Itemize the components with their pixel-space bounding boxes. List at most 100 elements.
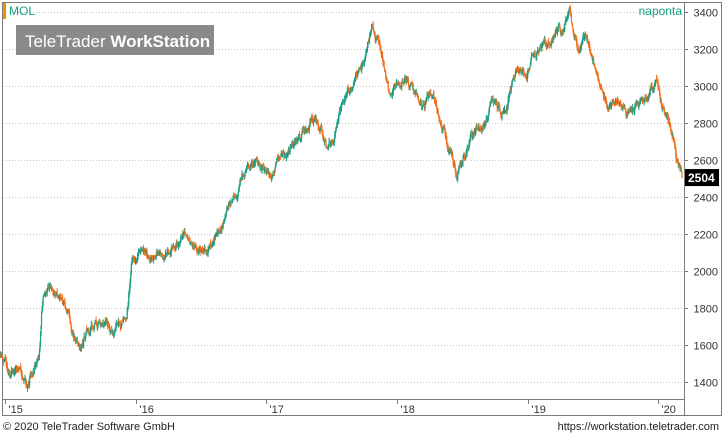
candle-body (404, 78, 406, 80)
candle-body (485, 120, 487, 125)
candle-body (64, 305, 67, 310)
candle-body (538, 49, 540, 52)
candle-body (665, 112, 667, 115)
candle-body (615, 98, 617, 102)
candle-body (665, 114, 668, 117)
candle-body (673, 140, 675, 141)
candle-body (488, 111, 490, 115)
symbol-label[interactable]: MOL (9, 4, 35, 18)
candle-body (64, 301, 66, 306)
candle-body (481, 128, 483, 132)
candle-body (48, 285, 50, 289)
candle-body (138, 251, 140, 252)
candle-body (185, 236, 187, 237)
candle-body (676, 158, 678, 160)
candle-body (593, 65, 595, 66)
candle-body (571, 22, 573, 25)
y-tick-label: 3200 (694, 45, 718, 57)
candle-body (469, 136, 471, 141)
candle-body (259, 165, 261, 170)
brand-light-text: TeleTrader (25, 32, 110, 51)
candle-body (85, 329, 87, 335)
candle-body (113, 333, 115, 337)
candle-body (552, 37, 554, 40)
candle-body (593, 61, 595, 65)
candle-body (468, 146, 470, 149)
candle-body (230, 200, 233, 202)
candle-body (514, 77, 516, 79)
candle-body (234, 196, 236, 197)
candle-body (251, 161, 253, 165)
candle-body (161, 256, 164, 259)
candle-body (674, 146, 676, 149)
candle-body (413, 91, 415, 93)
candle-body (179, 243, 181, 245)
candle-body (551, 42, 553, 44)
candle-body (233, 195, 235, 198)
candle-body (62, 299, 64, 304)
candle-body (523, 68, 525, 74)
candle-body (85, 334, 87, 339)
candle-body (364, 59, 366, 61)
candle-body (164, 252, 167, 258)
candle-body (666, 115, 668, 118)
candle-body (129, 285, 131, 292)
candle-body (3, 360, 5, 362)
candle-body (219, 229, 221, 233)
candle-body (305, 129, 307, 132)
candle-body (410, 83, 413, 84)
candle-body (312, 120, 314, 122)
candle-body (568, 11, 570, 14)
candle-body (490, 99, 493, 101)
candle-body (292, 141, 294, 147)
candle-body (434, 100, 437, 104)
candle-body (142, 247, 144, 252)
candle-body (160, 253, 163, 256)
candle-body (653, 84, 656, 90)
candle-body (327, 146, 330, 150)
candle-body (238, 188, 240, 192)
candle-body (147, 257, 150, 259)
candle-body (37, 358, 39, 361)
candle-body (530, 58, 532, 64)
candle-body (444, 132, 446, 137)
candle-body (272, 172, 274, 175)
candle-body (447, 147, 449, 151)
candle-body (159, 251, 161, 254)
candle-body (499, 106, 501, 112)
candle-body (14, 368, 17, 372)
candle-body (5, 359, 7, 365)
candle-body (365, 50, 368, 52)
candle-body (570, 13, 573, 22)
candle-body (365, 51, 367, 56)
candle-body (457, 169, 459, 173)
candle-body (623, 106, 625, 107)
candle-body (93, 328, 95, 330)
candle-body (99, 320, 101, 325)
source-url-link[interactable]: https://workstation.teletrader.com (558, 421, 719, 433)
candle-body (131, 261, 133, 265)
candle-body (104, 322, 106, 324)
candle-body (581, 42, 583, 45)
candle-body (679, 165, 681, 169)
candle-body (249, 165, 251, 168)
candle-body (98, 320, 100, 324)
candle-body (579, 48, 581, 53)
candle-body (533, 53, 535, 57)
candle-body (69, 317, 71, 323)
candle-body (344, 99, 346, 102)
candle-body (43, 294, 45, 296)
candle-body (357, 71, 359, 74)
candle-body (626, 114, 629, 117)
candle-body (496, 101, 498, 106)
candle-body (267, 171, 269, 173)
candle-body (638, 104, 641, 106)
candle-body (441, 125, 443, 130)
candle-body (7, 368, 9, 372)
period-label[interactable]: naponta (639, 4, 683, 18)
candle-body (115, 326, 117, 330)
candle-body (137, 251, 140, 254)
candle-body (116, 323, 118, 325)
candle-body (414, 91, 416, 94)
